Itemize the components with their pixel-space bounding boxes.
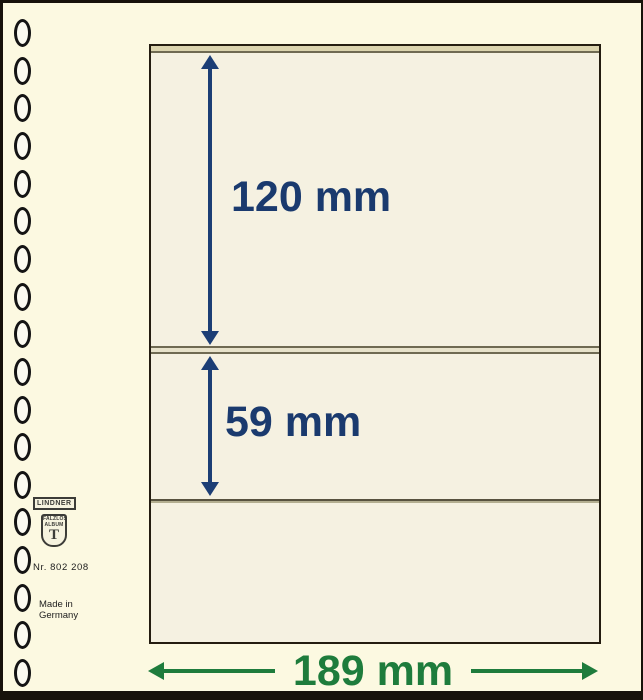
horizontal-dimension-arrow-189mm: 189 mm bbox=[148, 646, 598, 695]
arrow-up-icon bbox=[201, 356, 219, 370]
binder-hole bbox=[14, 282, 31, 311]
binder-hole bbox=[14, 320, 31, 349]
binder-hole bbox=[14, 169, 31, 198]
binder-hole bbox=[14, 244, 31, 273]
binder-hole bbox=[14, 508, 31, 537]
made-in-line1: Made in bbox=[39, 599, 73, 610]
binder-hole bbox=[14, 659, 31, 688]
binder-hole bbox=[14, 621, 31, 650]
shield-monogram: T bbox=[48, 527, 59, 543]
pocket2-height-label: 59 mm bbox=[225, 398, 362, 446]
binder-hole bbox=[14, 583, 31, 612]
album-page bbox=[149, 44, 601, 644]
pocket-divider-1 bbox=[151, 346, 599, 354]
arrow-left-icon bbox=[148, 662, 275, 680]
arrow-down-icon bbox=[201, 482, 219, 496]
brand-shield-icon: FALZLOS ALBUM T bbox=[41, 514, 67, 547]
product-number: Nr. 802 208 bbox=[33, 562, 89, 573]
arrow-down-icon bbox=[201, 331, 219, 345]
pocket1-height-label: 120 mm bbox=[231, 173, 392, 221]
shield-text-falzlos: FALZLOS bbox=[43, 516, 68, 522]
vertical-dimension-arrow-120mm bbox=[200, 55, 220, 345]
lindner-logo: LINDNER bbox=[33, 497, 76, 510]
binder-hole bbox=[14, 357, 31, 386]
made-in-germany-label: Made in Germany bbox=[39, 599, 78, 621]
binder-hole bbox=[14, 470, 31, 499]
vertical-dimension-arrow-59mm bbox=[200, 356, 220, 496]
page-width-label: 189 mm bbox=[292, 646, 454, 695]
arrow-up-icon bbox=[201, 55, 219, 69]
arrow-line bbox=[208, 64, 212, 336]
binder-hole bbox=[14, 207, 31, 236]
binder-hole bbox=[14, 433, 31, 462]
arrow-line bbox=[208, 365, 212, 487]
binder-hole bbox=[14, 131, 31, 160]
binder-hole bbox=[14, 94, 31, 123]
binder-hole bbox=[14, 19, 31, 47]
binder-hole bbox=[14, 395, 31, 424]
shield-text-album: ALBUM bbox=[44, 522, 64, 528]
arrow-right-icon bbox=[471, 662, 598, 680]
made-in-line2: Germany bbox=[39, 610, 79, 621]
pocket-divider-2 bbox=[151, 499, 599, 503]
binder-hole bbox=[14, 56, 31, 85]
pocket-top-mounting-strip bbox=[151, 46, 599, 53]
binder-hole bbox=[14, 546, 31, 575]
